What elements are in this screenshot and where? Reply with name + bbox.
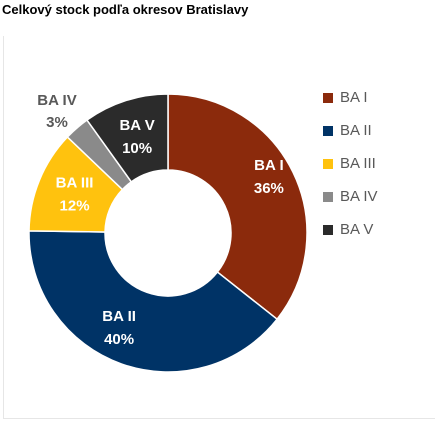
legend-label-ba-v: BA V <box>340 221 373 238</box>
legend-item-ba-i: BA I <box>323 89 368 106</box>
legend-item-ba-iv: BA IV <box>323 188 378 205</box>
legend-item-ba-ii: BA II <box>323 122 372 139</box>
legend-swatch-ba-iii <box>323 159 333 169</box>
legend-swatch-ba-i <box>323 93 333 103</box>
slice-ba-ii <box>28 230 279 373</box>
legend-label-ba-iv: BA IV <box>340 188 378 205</box>
legend-swatch-ba-v <box>323 225 333 235</box>
slice-value-ba-iii: 12% <box>60 198 90 215</box>
legend-item-ba-v: BA V <box>323 221 373 238</box>
slice-value-ba-ii: 40% <box>104 331 134 348</box>
chart-frame <box>3 36 435 419</box>
slice-label-ba-iii: BA III <box>56 175 94 192</box>
slice-ba-i <box>167 93 308 321</box>
legend-item-ba-iii: BA III <box>323 155 376 172</box>
chart-title: Celkový stock podľa okresov Bratislavy <box>2 2 249 17</box>
legend-label-ba-i: BA I <box>340 89 368 106</box>
legend-label-ba-ii: BA II <box>340 122 372 139</box>
slice-value-ba-iv: 3% <box>46 114 68 131</box>
slice-ba-v <box>85 93 169 183</box>
legend-swatch-ba-ii <box>323 126 333 136</box>
legend-swatch-ba-iv <box>323 192 333 202</box>
slice-label-ba-iv: BA IV <box>37 92 76 109</box>
slice-label-ba-v: BA V <box>119 117 154 134</box>
slice-label-ba-ii: BA II <box>102 308 136 325</box>
slice-value-ba-v: 10% <box>122 140 152 157</box>
slice-value-ba-i: 36% <box>254 180 284 197</box>
slice-label-ba-i: BA I <box>254 157 283 174</box>
legend-label-ba-iii: BA III <box>340 155 376 172</box>
